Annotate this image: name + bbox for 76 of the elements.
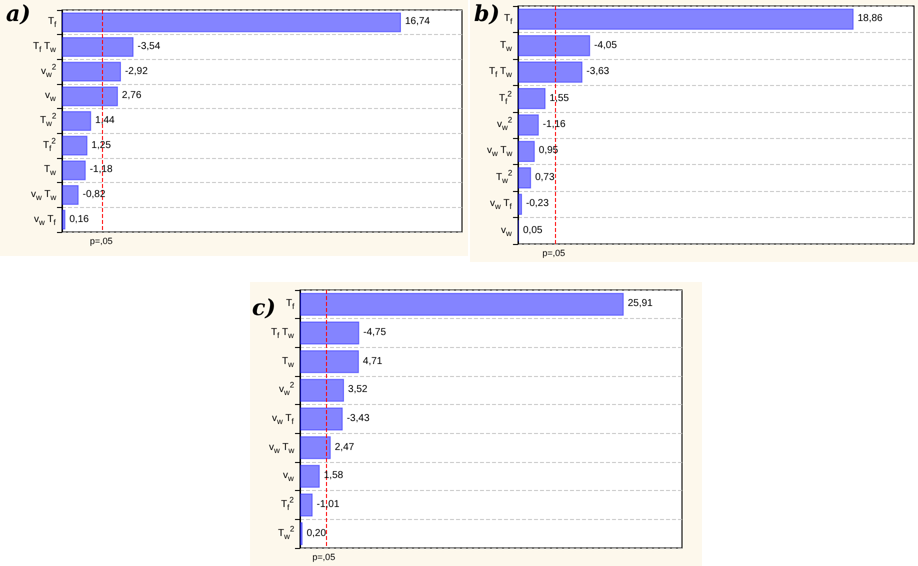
y-tick-label: T$_{w}$	[500, 40, 512, 53]
bar	[62, 111, 92, 131]
annotation: 0,05	[523, 224, 542, 237]
y-tick-label: v$_{w}$ T$_{w}$	[31, 189, 56, 202]
ref-line-label: p=,05	[90, 235, 113, 247]
annotation: 3,52	[348, 384, 368, 396]
bar	[518, 8, 854, 30]
annotation: -4,75	[363, 327, 386, 339]
annotation: 16,74	[404, 16, 430, 28]
y-tick-label: T$_{f}$ T$_{w}$	[33, 41, 56, 54]
annotation: -3,63	[586, 66, 610, 78]
bar	[300, 494, 313, 516]
bar	[62, 136, 88, 156]
bar	[518, 62, 582, 83]
bar	[62, 185, 79, 205]
y-tick-label: T$_{f}$ T$_{w}$	[271, 327, 294, 340]
annotation: -3,43	[346, 413, 370, 425]
annotation: -0,82	[82, 189, 106, 201]
annotation: -1,01	[316, 499, 340, 511]
annotation: 25,91	[628, 298, 653, 310]
bar	[300, 292, 624, 316]
chart-title: a)	[6, 1, 31, 27]
bar	[62, 62, 121, 82]
y-tick-label: v$_{w}$ T$_{f}$	[34, 214, 56, 227]
bar	[518, 88, 546, 110]
bar	[62, 12, 401, 32]
y-tick-label: T$_{f}$ T$_{w}$	[489, 66, 512, 80]
y-tick-label: T$_{f}$	[48, 16, 56, 30]
bar	[300, 408, 343, 430]
chart-title: b)	[474, 1, 500, 27]
bar	[62, 210, 66, 230]
y-tick-label: T$_{f}$	[286, 298, 294, 312]
y-tick-label: v$_{w}$ T$_{w}$	[269, 442, 294, 455]
annotation: -0,23	[526, 198, 549, 210]
bar	[518, 35, 590, 56]
y-tick-label: T$_{f}$	[504, 13, 512, 26]
chart-title: c)	[252, 295, 276, 321]
annotation: 1,25	[91, 140, 111, 152]
annotation: 0,16	[69, 214, 89, 226]
bar	[300, 436, 331, 460]
annotation: -1,18	[90, 164, 113, 176]
annotation: 1,58	[324, 470, 344, 482]
y-tick-label: v$_{w}$	[45, 90, 56, 104]
bar	[62, 86, 118, 106]
bar	[300, 350, 359, 374]
bar	[518, 194, 522, 215]
annotation: 0,95	[538, 145, 558, 158]
annotation: 18,86	[858, 13, 883, 26]
annotation: 2,47	[334, 442, 354, 454]
bar	[62, 160, 86, 180]
annotation: -2,92	[124, 66, 148, 78]
annotation: -4,05	[594, 40, 617, 52]
annotation: 0,20	[306, 528, 326, 540]
ref-line-label: p=,05	[542, 247, 566, 259]
bar	[300, 464, 320, 488]
y-tick-label: v$_{w}$ T$_{f}$	[490, 198, 512, 212]
bar	[300, 378, 344, 402]
annotation: 1,55	[550, 92, 569, 105]
bar	[300, 322, 360, 344]
bar	[62, 37, 134, 57]
bar	[518, 114, 539, 136]
annotation: -1,16	[542, 119, 566, 131]
y-tick-label: T$_{w}$	[282, 356, 294, 369]
ref-line-label: p=,05	[312, 551, 336, 563]
bar	[518, 167, 532, 188]
annotation: 4,71	[362, 356, 382, 368]
y-tick-label: T$_{w}$	[44, 164, 56, 178]
y-tick-label: v$_{w}$ T$_{f}$	[272, 413, 294, 426]
annotation: -3,54	[138, 41, 160, 53]
annotation: 2,76	[122, 90, 142, 102]
bar	[518, 140, 535, 162]
y-tick-label: v$_{w}$	[501, 224, 512, 238]
y-tick-label: v$_{w}$	[283, 470, 294, 484]
y-tick-label: v$_{w}$ T$_{w}$	[487, 145, 512, 158]
annotation: 0,73	[535, 172, 555, 184]
annotation: 1,44	[95, 115, 115, 127]
